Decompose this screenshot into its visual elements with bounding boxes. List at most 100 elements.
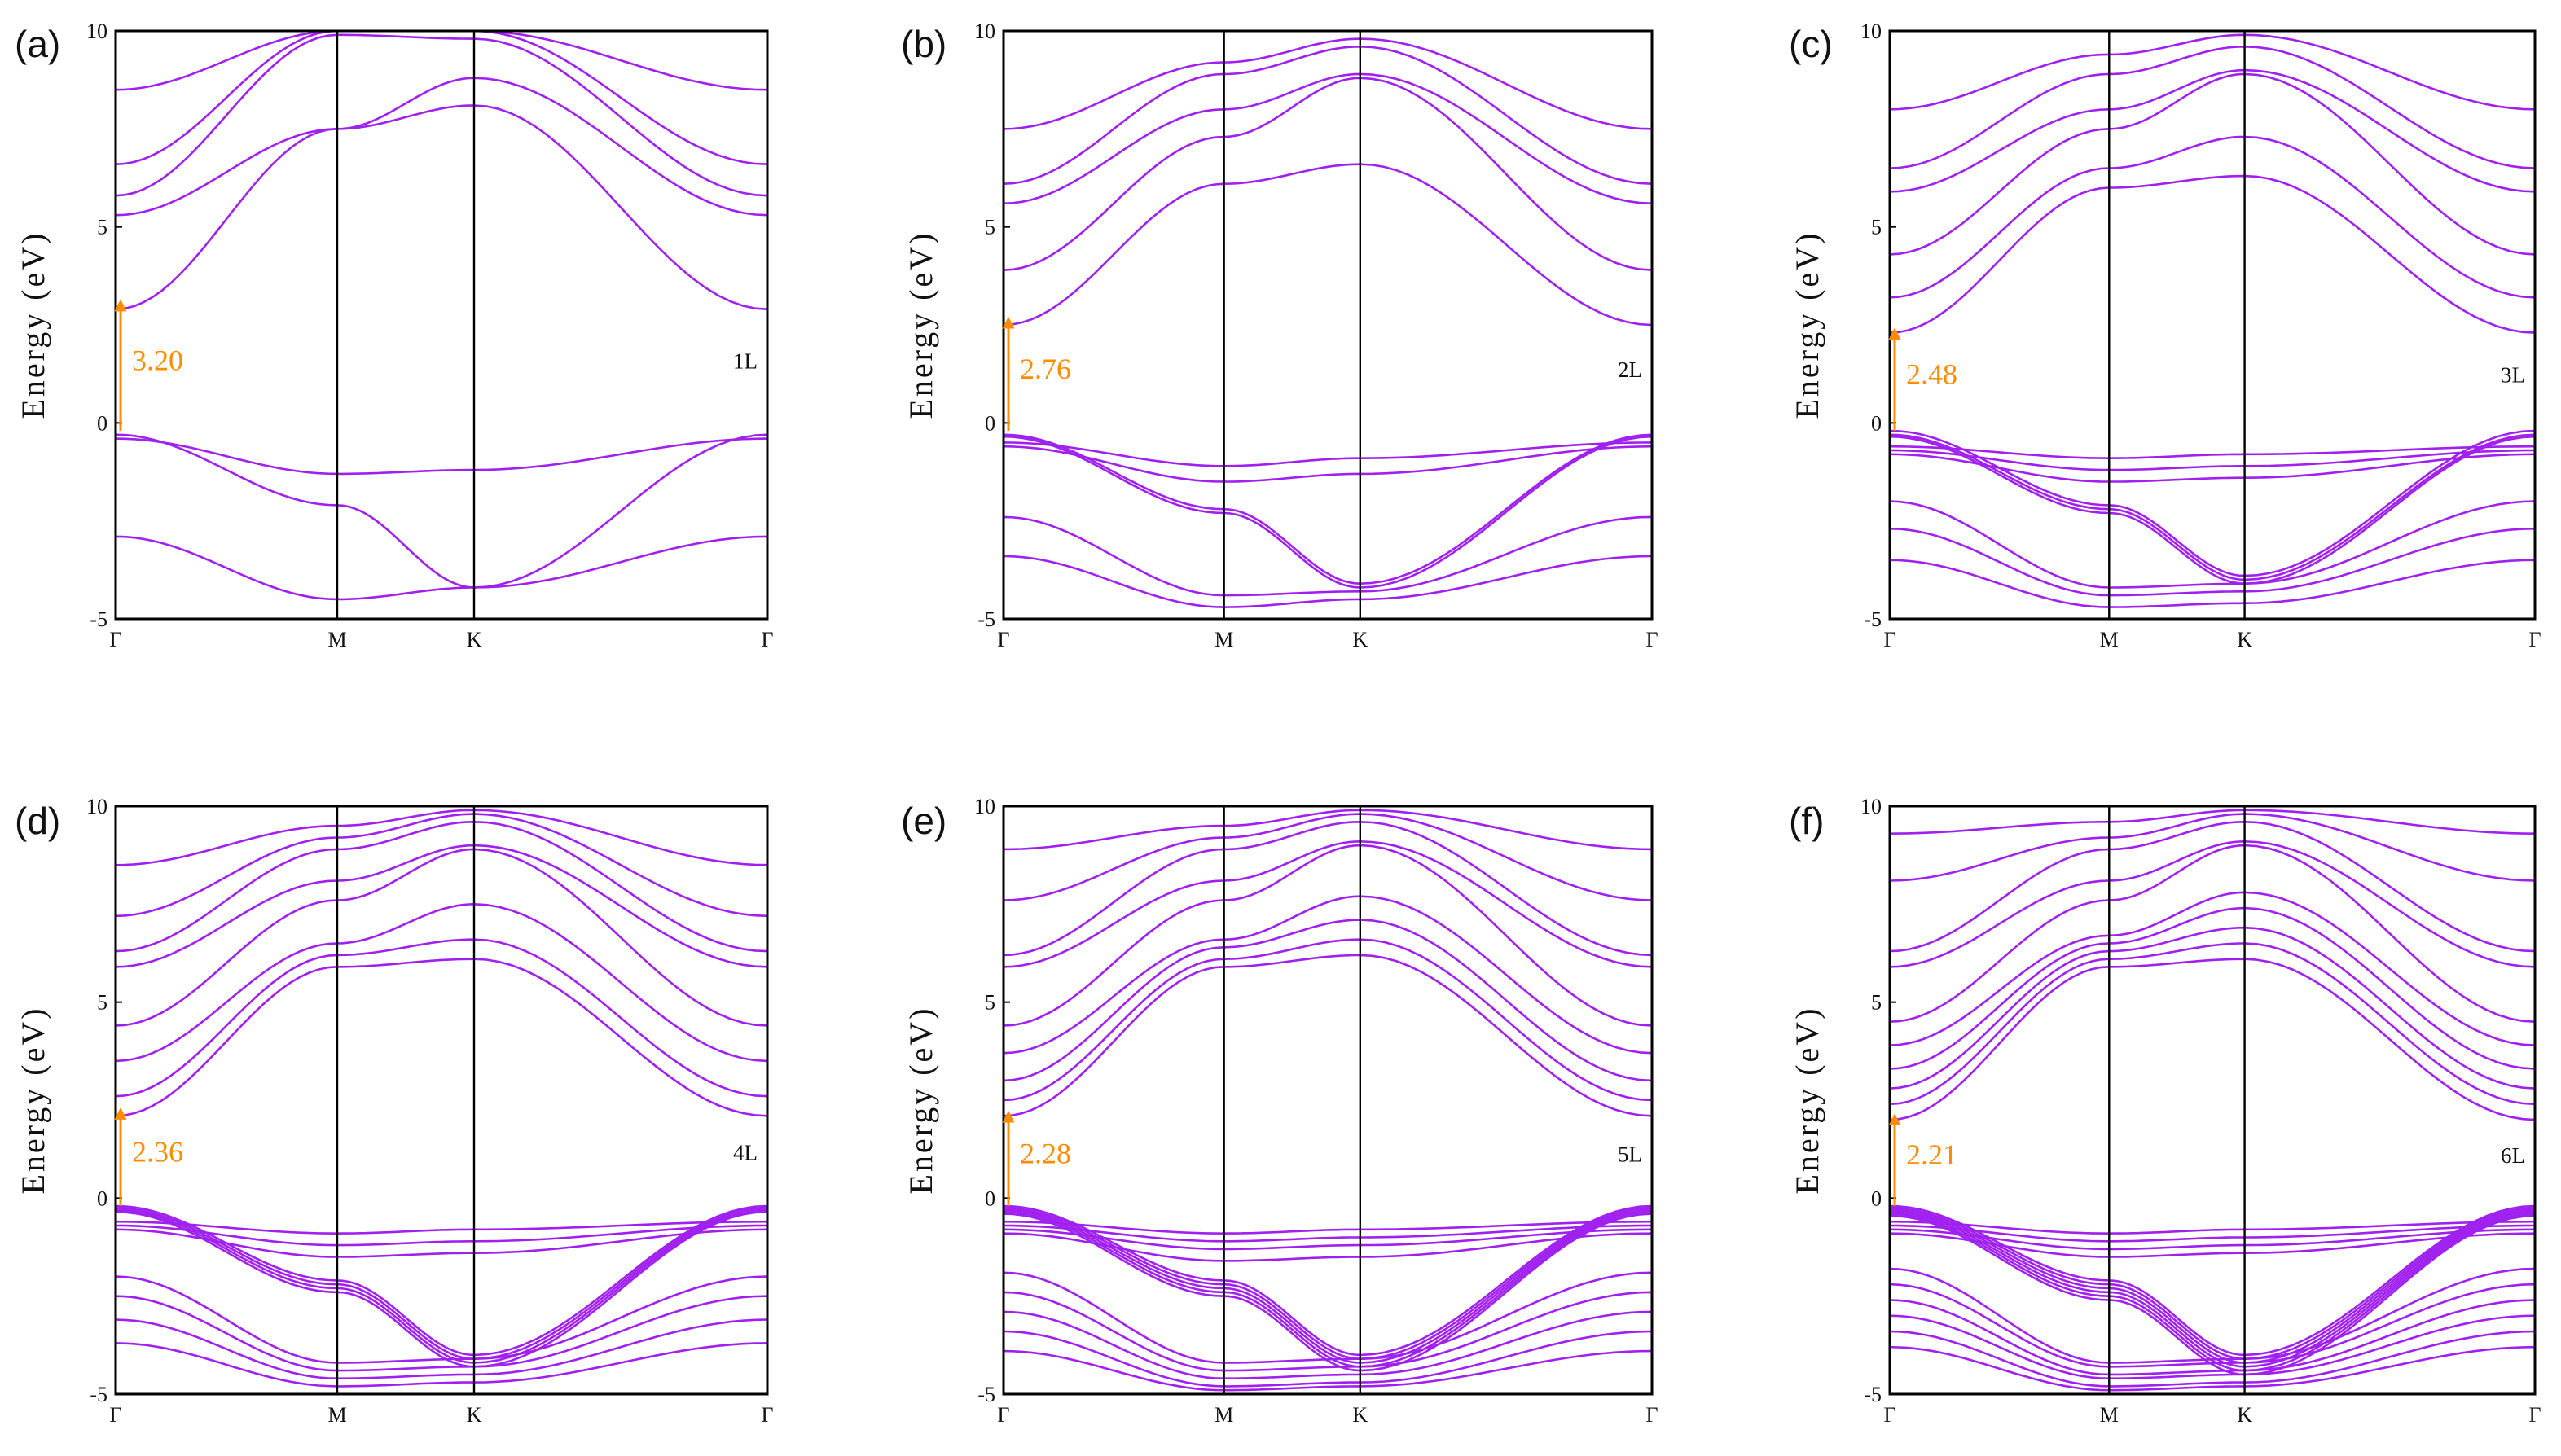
valence-band-line	[1890, 1345, 2535, 1392]
y-tick-label: 5	[1871, 216, 1882, 239]
conduction-band-line	[1890, 72, 2535, 256]
valence-band-line	[1890, 1299, 2535, 1376]
layer-count-label: 5L	[1618, 1142, 1642, 1166]
x-tick-label: M	[327, 1403, 346, 1427]
conduction-band-line	[1890, 942, 2535, 1106]
y-tick-label: 0	[1871, 1186, 1882, 1210]
valence-band-line	[1004, 1213, 1652, 1372]
y-tick-label: 0	[97, 1186, 108, 1210]
band-panel: -5 0 5 10 Γ M K Γ Energy (eV) 2.28 5L (e)	[901, 795, 1658, 1427]
valence-band-line	[116, 433, 767, 589]
bands-group	[1004, 809, 1652, 1392]
valence-band-line	[1004, 515, 1652, 597]
y-tick-label: -5	[1864, 607, 1882, 631]
y-axis-label: Energy (eV)	[1789, 230, 1825, 419]
valence-band-line	[1004, 435, 1652, 589]
bands-group	[1890, 33, 2535, 608]
valence-band-line	[116, 1275, 767, 1364]
conduction-band-line	[1004, 813, 1652, 901]
valence-band-line	[1004, 1271, 1652, 1364]
valence-band-line	[116, 1318, 767, 1379]
valence-band-line	[1004, 1228, 1652, 1251]
conduction-band-line	[1004, 77, 1652, 271]
conduction-band-line	[1004, 72, 1652, 205]
valence-band-line	[1890, 445, 2535, 459]
y-tick-label: 5	[1871, 991, 1882, 1015]
conduction-band-line	[1004, 37, 1652, 130]
valence-band-line	[1890, 1267, 2535, 1364]
y-tick-label: 10	[86, 20, 108, 43]
conduction-band-line	[1004, 46, 1652, 185]
x-tick-label: Γ	[761, 628, 773, 651]
conduction-band-line	[1890, 135, 2535, 299]
band-gap-label: 2.21	[1906, 1138, 1957, 1171]
conduction-band-line	[1004, 895, 1652, 1055]
y-tick-label: 5	[97, 991, 108, 1015]
valence-band-line	[1890, 1283, 2535, 1368]
conduction-band-line	[1004, 919, 1652, 1082]
panel-label: (d)	[15, 800, 60, 842]
valence-band-line	[1004, 555, 1652, 608]
band-panel: -5 0 5 10 Γ M K Γ Energy (eV) 2.76 2L (b)	[901, 20, 1658, 651]
valence-band-line	[1890, 1210, 2535, 1368]
band-panel: -5 0 5 10 Γ M K Γ Energy (eV) 2.36 4L (d)	[15, 795, 774, 1427]
valence-band-line	[1890, 435, 2535, 585]
plot-frame	[1002, 29, 1654, 621]
conduction-band-line	[1890, 926, 2535, 1090]
conduction-band-line	[116, 809, 767, 866]
conduction-band-line	[1890, 840, 2535, 968]
conduction-band-line	[1890, 809, 2535, 835]
layer-count-label: 6L	[2501, 1143, 2525, 1168]
bands-group	[116, 31, 767, 601]
conduction-band-line	[116, 938, 767, 1098]
x-tick-label: Γ	[1883, 1403, 1895, 1427]
y-axis-label: Energy (eV)	[903, 1006, 939, 1194]
conduction-band-line	[116, 33, 767, 197]
plot-frame	[114, 805, 769, 1396]
valence-band-line	[116, 437, 767, 476]
valence-band-line	[1890, 559, 2535, 608]
band-panel: -5 0 5 10 Γ M K Γ Energy (eV) 2.48 3L (c)	[1789, 20, 2541, 651]
y-tick-label: -5	[977, 1383, 995, 1406]
y-tick-label: 10	[1860, 20, 1882, 43]
conduction-band-line	[1004, 954, 1652, 1117]
x-tick-label: M	[327, 628, 346, 651]
valence-band-line	[1004, 1220, 1652, 1235]
valence-band-line	[1890, 1214, 2535, 1376]
conduction-band-line	[1890, 174, 2535, 334]
valence-band-line	[1890, 1220, 2535, 1235]
bands-group	[1890, 809, 2535, 1392]
valence-band-line	[1890, 500, 2535, 589]
valence-band-line	[1890, 528, 2535, 597]
band-gap-label: 2.28	[1020, 1137, 1071, 1169]
valence-band-line	[1004, 1224, 1652, 1243]
y-tick-label: 0	[1871, 411, 1882, 435]
conduction-band-line	[116, 77, 767, 217]
band-gap-label: 2.76	[1020, 353, 1071, 385]
conduction-band-line	[1004, 844, 1652, 1027]
x-tick-label: Γ	[997, 1403, 1009, 1427]
valence-band-line	[1890, 1224, 2535, 1243]
valence-band-line	[1890, 1314, 2535, 1379]
valence-band-line	[1890, 1232, 2535, 1258]
valence-band-line	[116, 1210, 767, 1368]
valence-band-line	[1890, 433, 2535, 581]
valence-band-line	[1890, 1228, 2535, 1251]
valence-band-line	[1890, 449, 2535, 471]
y-tick-label: 5	[985, 216, 995, 239]
x-tick-label: Γ	[2528, 628, 2541, 651]
x-tick-label: Γ	[109, 1403, 121, 1427]
conduction-band-line	[1890, 813, 2535, 882]
layer-count-label: 3L	[2501, 363, 2525, 388]
valence-band-line	[1004, 441, 1652, 467]
conduction-band-line	[116, 903, 767, 1063]
y-tick-label: -5	[90, 607, 108, 631]
x-tick-label: M	[2100, 628, 2119, 651]
valence-band-line	[116, 1295, 767, 1372]
valence-band-line	[1890, 1204, 2535, 1357]
y-tick-label: 10	[1860, 795, 1882, 818]
x-tick-label: Γ	[1883, 628, 1895, 651]
y-axis-label: Energy (eV)	[1789, 1006, 1825, 1194]
valence-band-line	[1004, 1204, 1652, 1357]
